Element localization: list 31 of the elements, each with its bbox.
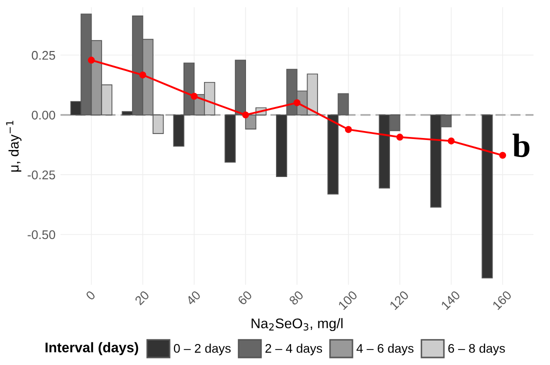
point [396,134,404,141]
point [344,126,352,133]
x-tick-label: 120 [389,290,410,310]
legend-label: 4 – 6 days [356,344,414,356]
legend-label: 2 – 4 days [265,344,322,356]
y-tick-label: -0.50 [28,230,56,240]
y-tick-label: 0.00 [32,110,56,120]
x-axis-title: Na$_{2}$SeO$_{3}$, mg/l [252,318,343,332]
point [499,152,506,159]
x-tick-label: 60 [237,290,253,306]
x-tick-label: 80 [288,290,304,306]
point [448,138,455,144]
y-axis-title: μ, day$^{−1}$ [6,120,22,172]
y-tick-label: -0.25 [28,170,56,180]
bar [482,114,493,278]
legend-label: 6 – 8 days [448,344,505,356]
legend-title: Interval (days) [46,342,138,356]
x-tick-label: 140 [440,290,461,310]
x-tick-label: 40 [186,290,202,306]
x-tick-label: 100 [338,290,358,310]
point [88,56,95,64]
point [190,92,198,100]
x-tick-label: 20 [134,290,150,306]
point [139,72,146,78]
y-tick-label: 0.25 [32,50,56,60]
x-tick-label: 160 [492,290,512,310]
x-tick-label: 0 [85,290,96,301]
legend-label: 0 – 2 days [174,344,231,356]
point [294,99,300,106]
point [242,111,250,118]
annotation: b [512,134,530,158]
